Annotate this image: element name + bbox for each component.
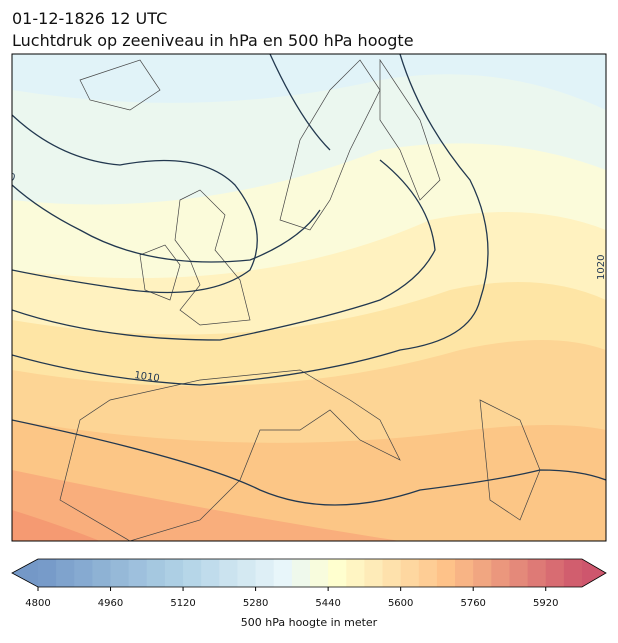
colorbar-block — [436, 559, 456, 587]
colorbar-tick-label: 4800 — [25, 598, 50, 609]
colorbar-extend — [12, 559, 38, 587]
colorbar-extend — [582, 559, 606, 587]
colorbar-block — [237, 559, 257, 587]
colorbar-tick-label: 5760 — [460, 598, 485, 609]
colorbar-block — [545, 559, 565, 587]
colorbar-block — [563, 559, 583, 587]
colorbar-block — [400, 559, 420, 587]
map-frame — [11, 53, 607, 542]
title-line: 01-12-1826 12 UTC — [12, 9, 167, 28]
colorbar-block — [110, 559, 130, 587]
colorbar-block — [455, 559, 474, 587]
colorbar-tick-label: 5600 — [388, 598, 413, 609]
band — [12, 470, 400, 541]
colorbar-block — [183, 559, 202, 587]
colorbar-block — [92, 559, 112, 587]
contour-label: 1020 — [596, 255, 607, 280]
colorbar-block — [382, 559, 402, 587]
colorbar-block — [255, 559, 275, 587]
colorbar-tick-label: 5120 — [170, 598, 195, 609]
colorbar-block — [509, 559, 529, 587]
colorbar-outline — [11, 558, 607, 588]
colorbar-block — [310, 559, 329, 587]
colorbar-tick-label: 5280 — [243, 598, 268, 609]
colorbar-tick-label: 5920 — [533, 598, 558, 609]
colorbar-label: 500 hPa hoogte in meter — [241, 616, 378, 629]
colorbar-block — [364, 559, 384, 587]
colorbar-block — [219, 559, 238, 587]
colorbar-tick-label: 4960 — [98, 598, 123, 609]
colorbar: 4800 4960 5120 5280 5440 5600 5760 5920 — [11, 558, 607, 609]
colorbar-block — [38, 559, 57, 587]
colorbar-block — [418, 559, 438, 587]
colorbar-block — [56, 559, 75, 587]
colorbar-block — [74, 559, 93, 587]
colorbar-block — [164, 559, 184, 587]
coastlines — [59, 58, 541, 541]
colorbar-block — [291, 559, 311, 587]
contour-label: 00 — [1, 170, 16, 184]
map: 00 1010 1020 — [1, 54, 607, 541]
contour-label: 1010 — [134, 370, 161, 384]
colorbar-block — [328, 559, 347, 587]
colorbar-block — [346, 559, 365, 587]
colorbar-block — [273, 559, 293, 587]
colorbar-tick-label: 5440 — [315, 598, 340, 609]
title-line: Luchtdruk op zeeniveau in hPa en 500 hPa… — [12, 31, 414, 50]
colorbar-block — [128, 559, 148, 587]
colorbar-block — [201, 559, 220, 587]
band — [12, 510, 100, 541]
isobars — [12, 54, 606, 506]
colorbar-block — [527, 559, 547, 587]
colorbar-block — [491, 559, 510, 587]
colorbar-block — [146, 559, 166, 587]
colorbar-block — [473, 559, 492, 587]
